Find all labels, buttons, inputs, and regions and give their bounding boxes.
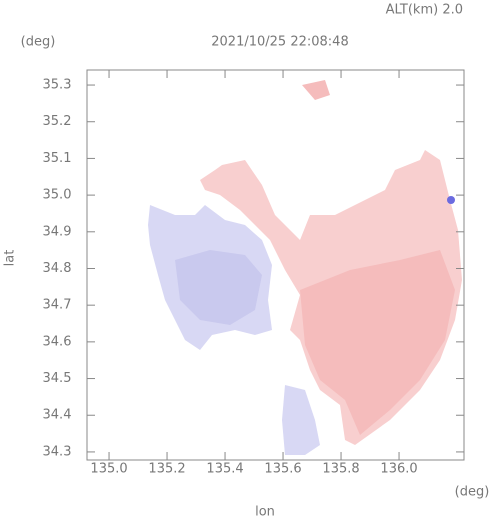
y-tick-label: 34.7: [43, 298, 72, 313]
altitude-label: ALT(km) 2.0: [386, 3, 463, 18]
approaching-core: [175, 250, 262, 325]
chart-title: 2021/10/25 22:08:48: [211, 35, 348, 50]
x-tick-label: 135.2: [148, 462, 185, 477]
axes: 135.0 135.2 135.4 135.6 135.8 136.0 35.3 35.2 35…: [43, 70, 464, 477]
x-tick-label: 135.4: [206, 462, 243, 477]
x-tick-label: 135.0: [90, 462, 127, 477]
x-axis-label: lon: [255, 505, 275, 520]
y-tick-label: 34.6: [43, 334, 72, 349]
y-tick-label: 34.8: [43, 261, 72, 276]
y-tick-label: 34.9: [43, 224, 72, 239]
approaching-south: [282, 385, 320, 455]
radar-field: [148, 80, 462, 455]
x-tick-label: 135.6: [264, 462, 301, 477]
echo-point: [447, 196, 455, 204]
y-axis-label: lat: [3, 250, 18, 267]
y-tick-label: 34.3: [43, 444, 72, 459]
y-tick-label: 34.5: [43, 371, 72, 386]
y-tick-label: 35.0: [43, 188, 72, 203]
x-tick-label: 135.8: [322, 462, 359, 477]
y-unit: (deg): [21, 35, 56, 50]
y-tick-label: 35.3: [43, 78, 72, 93]
x-tick-label: 136.0: [380, 462, 417, 477]
y-tick-label: 35.1: [43, 151, 72, 166]
y-tick-label: 34.4: [43, 408, 72, 423]
x-unit: (deg): [455, 485, 490, 500]
receding-core: [300, 250, 455, 435]
y-tick-label: 35.2: [43, 114, 72, 129]
plot-frame: [86, 69, 465, 461]
echo-north: [302, 80, 330, 100]
